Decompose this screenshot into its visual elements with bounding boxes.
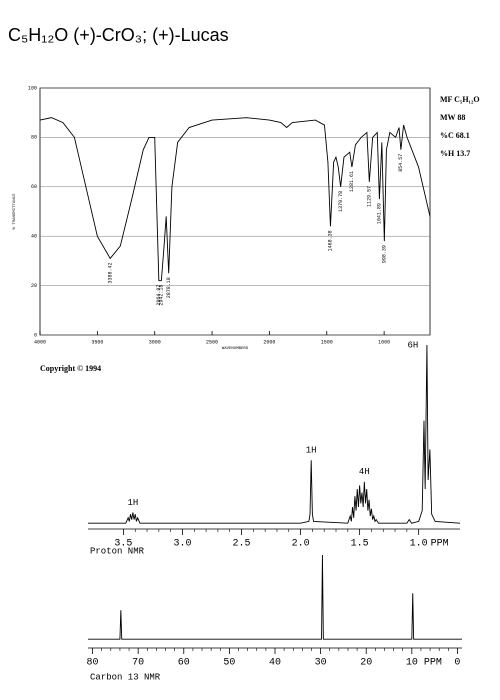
spectrum-label: Carbon 13 NMR [90, 672, 161, 682]
x-axis-label: WAVENUMBERS [222, 347, 249, 351]
x-tick-label: 3000 [149, 339, 161, 345]
x-tick-label: 1500 [321, 339, 333, 345]
spectrum-line [88, 344, 461, 524]
peak-annotation: 1H [306, 446, 317, 456]
y-axis-label: % TRANSMITTANCE [13, 193, 17, 230]
x-tick-label: 4000 [34, 339, 46, 345]
peak-label: 3388.42 [107, 262, 113, 283]
page-title: C₅H₁₂O (+)-CrO₃; (+)-Lucas [8, 25, 229, 45]
formula-info: MW 88 [440, 113, 465, 122]
peak-label: 2878.18 [166, 277, 172, 298]
x-tick-label: 1.0 [410, 539, 428, 550]
copyright: Copyright © 1994 [40, 364, 101, 373]
y-tick-label: 60 [31, 184, 37, 190]
x-tick-label: 10 [406, 658, 418, 669]
x-tick-label: 0 [454, 658, 460, 669]
peak-annotation: 1H [127, 498, 138, 508]
x-tick-label: 2.0 [292, 539, 310, 550]
spectrum-label: Proton NMR [90, 546, 145, 556]
y-tick-label: 40 [31, 234, 37, 240]
peak-annotation: 4H [359, 467, 370, 477]
formula-info: MF C₅H₁₂O [440, 95, 480, 104]
formula-info: %C 68.1 [440, 131, 470, 140]
peak-label: 1379.78 [338, 191, 344, 212]
x-tick-label: 3.0 [173, 539, 191, 550]
x-tick-label: 70 [132, 658, 144, 669]
peak-label: 1041.89 [377, 203, 383, 224]
x-tick-label: 1000 [378, 339, 390, 345]
x-unit: PPM [431, 539, 449, 550]
spectrum-line [88, 554, 462, 640]
peak-label: 2942.18 [159, 285, 165, 306]
x-tick-label: 50 [223, 658, 235, 669]
peak-label: 1281.61 [349, 171, 355, 192]
y-tick-label: 20 [31, 283, 37, 289]
x-tick-label: 60 [178, 658, 190, 669]
peak-label: 1468.38 [328, 230, 334, 251]
x-tick-label: 30 [315, 658, 327, 669]
peak-label: 998.39 [382, 245, 388, 263]
x-tick-label: 20 [360, 658, 372, 669]
x-tick-label: 3.5 [114, 539, 132, 550]
y-tick-label: 0 [34, 332, 37, 338]
y-tick-label: 80 [31, 135, 37, 141]
peak-label: 854.57 [398, 154, 404, 172]
formula-info: %H 13.7 [440, 149, 470, 158]
x-tick-label: 40 [269, 658, 281, 669]
x-tick-label: 2.5 [233, 539, 251, 550]
x-tick-label: 3500 [91, 339, 103, 345]
x-unit: PPM [424, 658, 442, 669]
x-tick-label: 1.5 [351, 539, 369, 550]
x-tick-label: 80 [87, 658, 99, 669]
peak-annotation: 6H [408, 340, 419, 350]
plot-frame [39, 87, 431, 336]
peak-label: 1129.57 [367, 186, 373, 207]
x-tick-label: 2000 [263, 339, 275, 345]
x-tick-label: 2500 [206, 339, 218, 345]
peak-label: 2964.97 [156, 285, 162, 306]
spectrum-line [39, 117, 431, 282]
y-tick-label: 100 [28, 85, 37, 91]
